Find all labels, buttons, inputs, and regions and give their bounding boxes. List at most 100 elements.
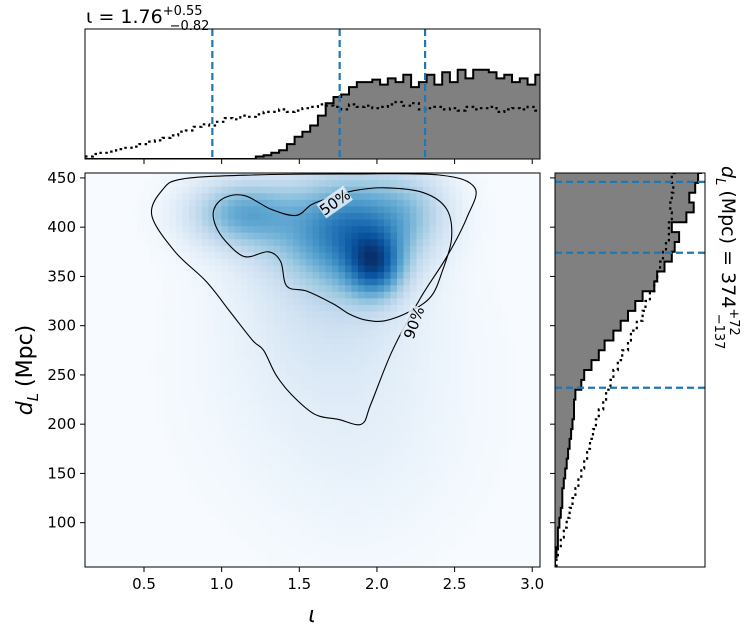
heatmap-cell: [384, 475, 392, 483]
heatmap-cell: [247, 350, 255, 358]
heatmap-cell: [254, 534, 262, 542]
heatmap-cell: [410, 356, 418, 365]
heatmap-cell: [410, 192, 418, 200]
heatmap-cell: [247, 468, 255, 476]
heatmap-cell: [202, 199, 210, 207]
heatmap-cell: [163, 422, 171, 430]
heatmap-cell: [442, 310, 450, 319]
heatmap-cell: [371, 173, 379, 181]
heatmap-cell: [410, 363, 418, 371]
heatmap-cell: [371, 350, 379, 358]
heatmap-cell: [280, 370, 288, 378]
heatmap-cell: [390, 251, 398, 259]
heatmap-cell: [273, 225, 281, 233]
heatmap-cell: [215, 461, 223, 470]
heatmap-cell: [332, 376, 340, 384]
heatmap-cell: [202, 337, 210, 345]
heatmap-cell: [202, 422, 210, 430]
heatmap-cell: [332, 540, 340, 548]
heatmap-cell: [429, 317, 437, 325]
heatmap-cell: [358, 534, 366, 542]
heatmap-cell: [319, 324, 327, 332]
heatmap-cell: [416, 291, 424, 299]
heatmap-cell: [468, 278, 476, 286]
heatmap-cell: [325, 238, 333, 246]
heatmap-cell: [429, 212, 437, 220]
heatmap-cell: [494, 429, 502, 437]
heatmap-cell: [332, 271, 340, 279]
heatmap-cell: [319, 383, 327, 391]
right-title: dL(Mpc) = 374+72−137: [711, 166, 741, 349]
heatmap-cell: [247, 212, 255, 220]
heatmap-cell: [416, 264, 424, 273]
heatmap-cell: [358, 245, 366, 253]
heatmap-cell: [351, 455, 359, 463]
heatmap-cell: [241, 429, 249, 437]
heatmap-cell: [455, 278, 463, 286]
heatmap-cell: [319, 370, 327, 378]
heatmap-cell: [163, 251, 171, 259]
heatmap-cell: [338, 363, 346, 371]
heatmap-cell: [176, 304, 184, 312]
heatmap-cell: [468, 376, 476, 384]
heatmap-cell: [228, 507, 236, 516]
heatmap-cell: [247, 415, 255, 424]
heatmap-cell: [273, 422, 281, 430]
heatmap-cell: [312, 324, 320, 332]
heatmap-cell: [468, 350, 476, 358]
heatmap-cell: [364, 245, 372, 253]
heatmap-cell: [234, 350, 242, 358]
heatmap-cell: [384, 205, 392, 213]
heatmap-cell: [319, 232, 327, 240]
heatmap-cell: [449, 304, 457, 312]
heatmap-cell: [488, 278, 496, 286]
heatmap-cell: [501, 370, 509, 378]
heatmap-cell: [364, 402, 372, 410]
heatmap-cell: [293, 521, 301, 529]
heatmap-cell: [403, 310, 411, 319]
heatmap-cell: [429, 540, 437, 548]
heatmap-cell: [241, 284, 249, 292]
heatmap-cell: [286, 291, 294, 299]
heatmap-cell: [416, 560, 424, 567]
heatmap-cell: [247, 218, 255, 227]
heatmap-cell: [416, 225, 424, 233]
heatmap-cell: [332, 251, 340, 259]
heatmap-cell: [403, 540, 411, 548]
heatmap-cell: [325, 429, 333, 437]
heatmap-cell: [195, 475, 203, 483]
heatmap-cell: [228, 415, 236, 424]
heatmap-cell: [254, 514, 262, 522]
heatmap-cell: [247, 192, 255, 200]
heatmap-cell: [280, 310, 288, 319]
heatmap-cell: [488, 271, 496, 279]
heatmap-cell: [390, 218, 398, 227]
heatmap-cell: [163, 370, 171, 378]
heatmap-cell: [501, 409, 509, 417]
heatmap-cell: [286, 481, 294, 489]
heatmap-cell: [189, 212, 197, 220]
heatmap-cell: [436, 251, 444, 259]
heatmap-cell: [501, 455, 509, 463]
heatmap-cell: [319, 225, 327, 233]
heatmap-cell: [423, 205, 431, 213]
heatmap-cell: [351, 527, 359, 535]
heatmap-cell: [410, 389, 418, 397]
heatmap-cell: [169, 337, 177, 345]
heatmap-cell: [390, 179, 398, 187]
heatmap-cell: [241, 350, 249, 358]
heatmap-cell: [397, 212, 405, 220]
heatmap-cell: [403, 435, 411, 443]
heatmap-cell: [351, 547, 359, 555]
heatmap-cell: [280, 258, 288, 266]
heatmap-cell: [208, 205, 216, 213]
heatmap-cell: [325, 455, 333, 463]
top-x-ticks: [143, 159, 533, 164]
heatmap-cell: [488, 383, 496, 391]
heatmap-cell: [345, 304, 353, 312]
heatmap-cell: [429, 409, 437, 417]
heatmap-cell: [384, 264, 392, 273]
heatmap-cell: [215, 297, 223, 305]
heatmap-cell: [351, 488, 359, 496]
heatmap-cell: [208, 179, 216, 187]
